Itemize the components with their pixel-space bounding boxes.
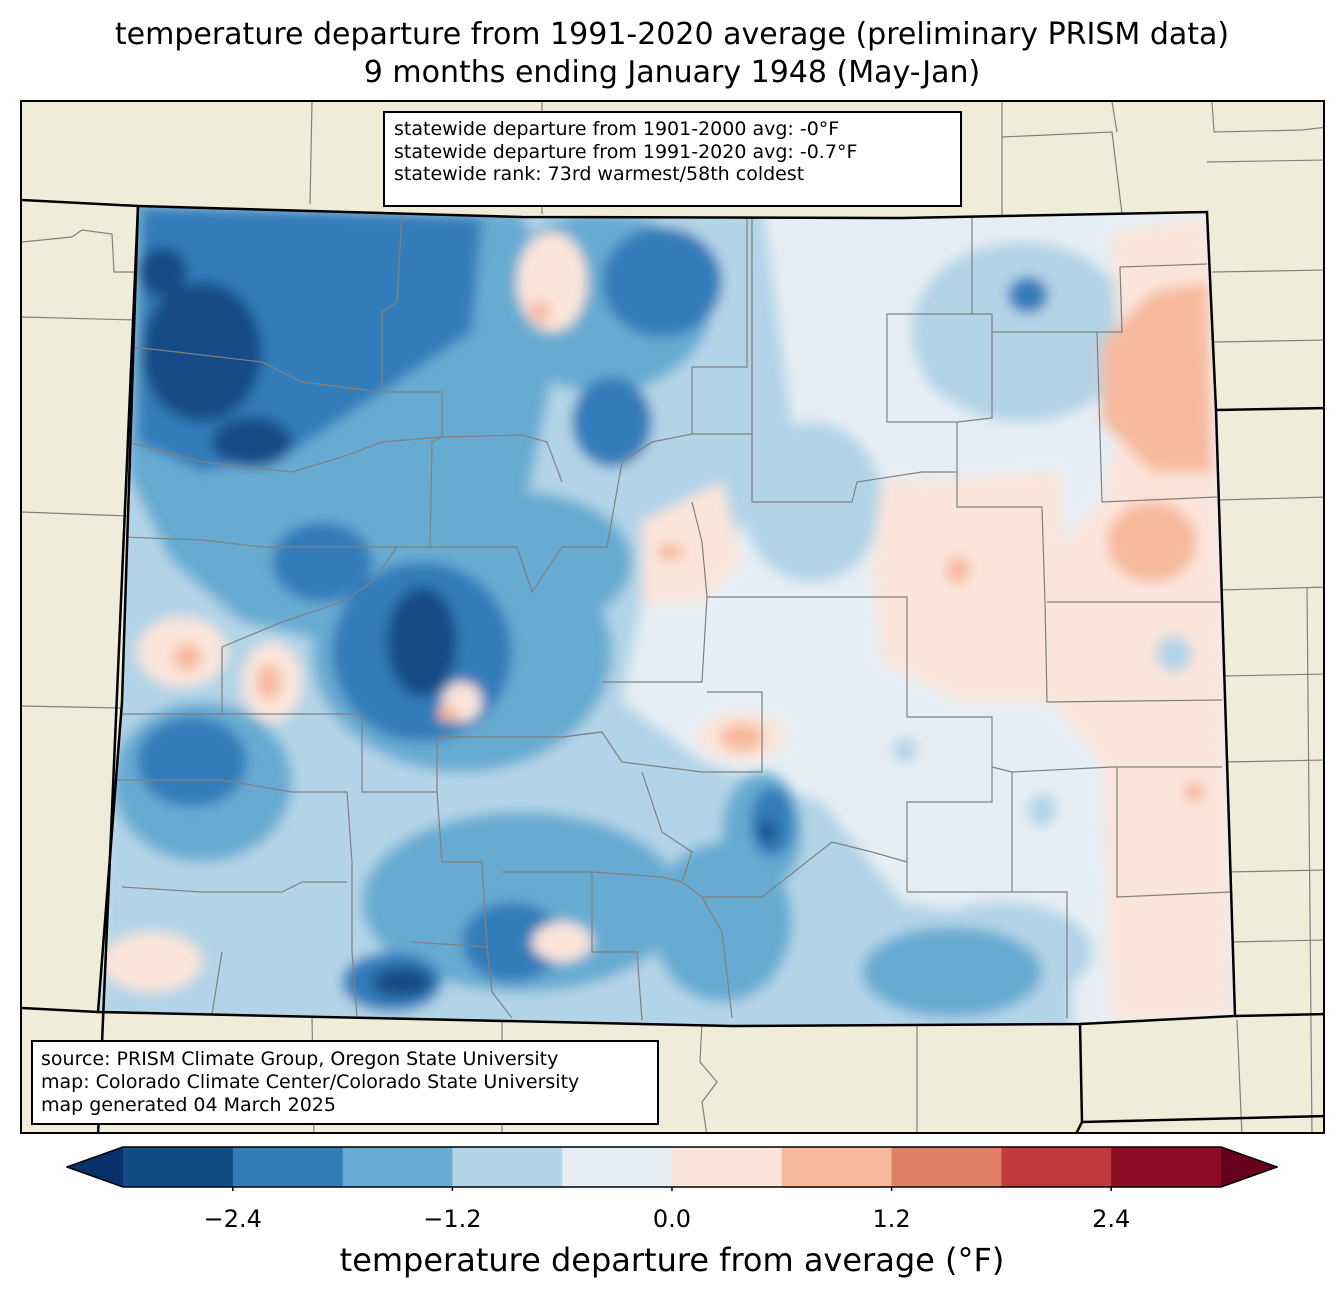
colorbar-segment <box>123 1147 234 1187</box>
colorbar-segment <box>342 1147 453 1187</box>
colorbar-tick-label: 2.4 <box>1092 1205 1131 1233</box>
colorbar-segment <box>1001 1147 1112 1187</box>
colorbar-segment <box>232 1147 344 1187</box>
credits-generated: map generated 04 March 2025 <box>41 1094 336 1116</box>
colorado-county-lines <box>115 213 1231 1021</box>
colorbar <box>66 1146 1278 1191</box>
map-frame <box>20 100 1325 1134</box>
colorbar-segment <box>672 1147 783 1187</box>
colorbar-extend-high <box>1221 1147 1277 1187</box>
map-title-line2: 9 months ending January 1948 (May-Jan) <box>363 55 981 90</box>
map-canvas <box>22 102 1323 1132</box>
credits-map: map: Colorado Climate Center/Colorado St… <box>41 1071 580 1093</box>
state-borders <box>22 198 1323 1132</box>
colorbar-tick-label: 1.2 <box>872 1205 911 1233</box>
anomaly-field <box>98 206 1235 1026</box>
statewide-stats-box: statewide departure from 1901-2000 avg: … <box>383 111 962 207</box>
colorbar-segment <box>1111 1147 1222 1187</box>
colorbar-outline <box>66 1146 1278 1188</box>
colorbar-segment <box>891 1147 1002 1187</box>
stats-departure-1991-2020: statewide departure from 1991-2020 avg: … <box>394 140 858 163</box>
credits-source: source: PRISM Climate Group, Oregon Stat… <box>41 1048 559 1070</box>
map-title-line1: temperature departure from 1991-2020 ave… <box>114 17 1230 52</box>
colorbar-extend-low <box>67 1147 123 1187</box>
stats-departure-1901-2000: statewide departure from 1901-2000 avg: … <box>394 118 840 140</box>
colorbar-tick-label: 0.0 <box>652 1205 692 1233</box>
credits-box: source: PRISM Climate Group, Oregon Stat… <box>31 1040 659 1125</box>
colorbar-tick-label: −1.2 <box>423 1205 482 1233</box>
colorbar-segment <box>781 1147 893 1187</box>
stats-rank: statewide rank: 73rd warmest/58th coldes… <box>394 163 805 185</box>
neighbor-county-lines <box>22 102 1323 1132</box>
colorbar-label: temperature departure from average (°F) <box>339 1241 1005 1279</box>
colorbar-segment <box>452 1147 563 1187</box>
colorbar-segment <box>562 1147 673 1187</box>
colorbar-tick-label: −2.4 <box>203 1205 262 1233</box>
